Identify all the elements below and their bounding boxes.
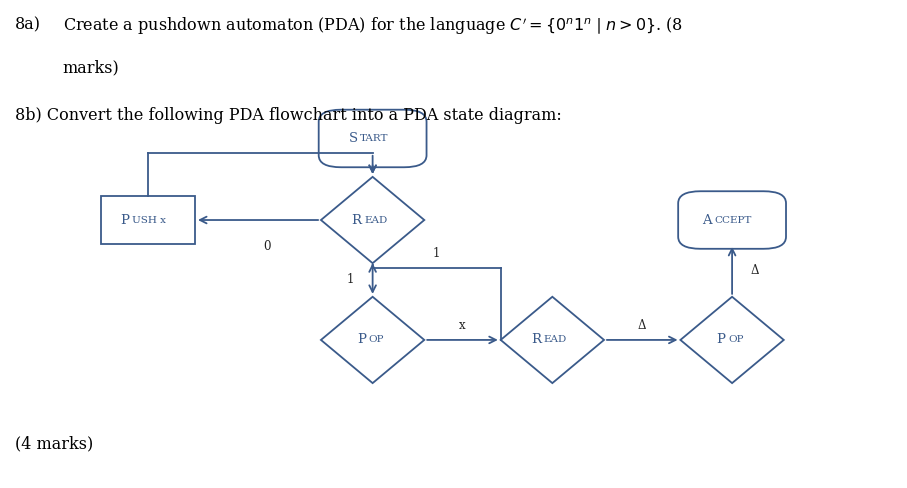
Text: 8b) Convert the following PDA flowchart into a PDA state diagram:: 8b) Convert the following PDA flowchart … (15, 107, 561, 124)
Text: USH x: USH x (132, 216, 166, 224)
Text: P: P (357, 333, 366, 346)
Text: P: P (717, 333, 726, 346)
Text: 0: 0 (263, 240, 271, 253)
Text: 1: 1 (346, 273, 354, 286)
Text: Δ: Δ (638, 319, 647, 332)
Text: Create a pushdown automaton (PDA) for the language $C' = \{0^n1^n \mid n > 0\}$.: Create a pushdown automaton (PDA) for th… (63, 16, 683, 38)
Text: marks): marks) (63, 60, 120, 76)
Text: OP: OP (368, 335, 384, 345)
Text: OP: OP (728, 335, 744, 345)
Text: A: A (702, 214, 712, 226)
Text: R: R (532, 333, 541, 346)
Text: x: x (459, 319, 466, 332)
Text: Δ: Δ (750, 264, 759, 277)
Text: EAD: EAD (544, 335, 567, 345)
Text: (4 marks): (4 marks) (15, 436, 93, 453)
Bar (101, 196, 195, 244)
Text: 8a): 8a) (15, 16, 41, 33)
Text: EAD: EAD (364, 216, 387, 224)
Text: R: R (351, 214, 361, 226)
Text: P: P (121, 214, 130, 226)
Text: TART: TART (360, 134, 389, 143)
Text: 1: 1 (433, 247, 440, 260)
Text: S: S (348, 132, 357, 145)
Text: CCEPT: CCEPT (715, 216, 752, 224)
